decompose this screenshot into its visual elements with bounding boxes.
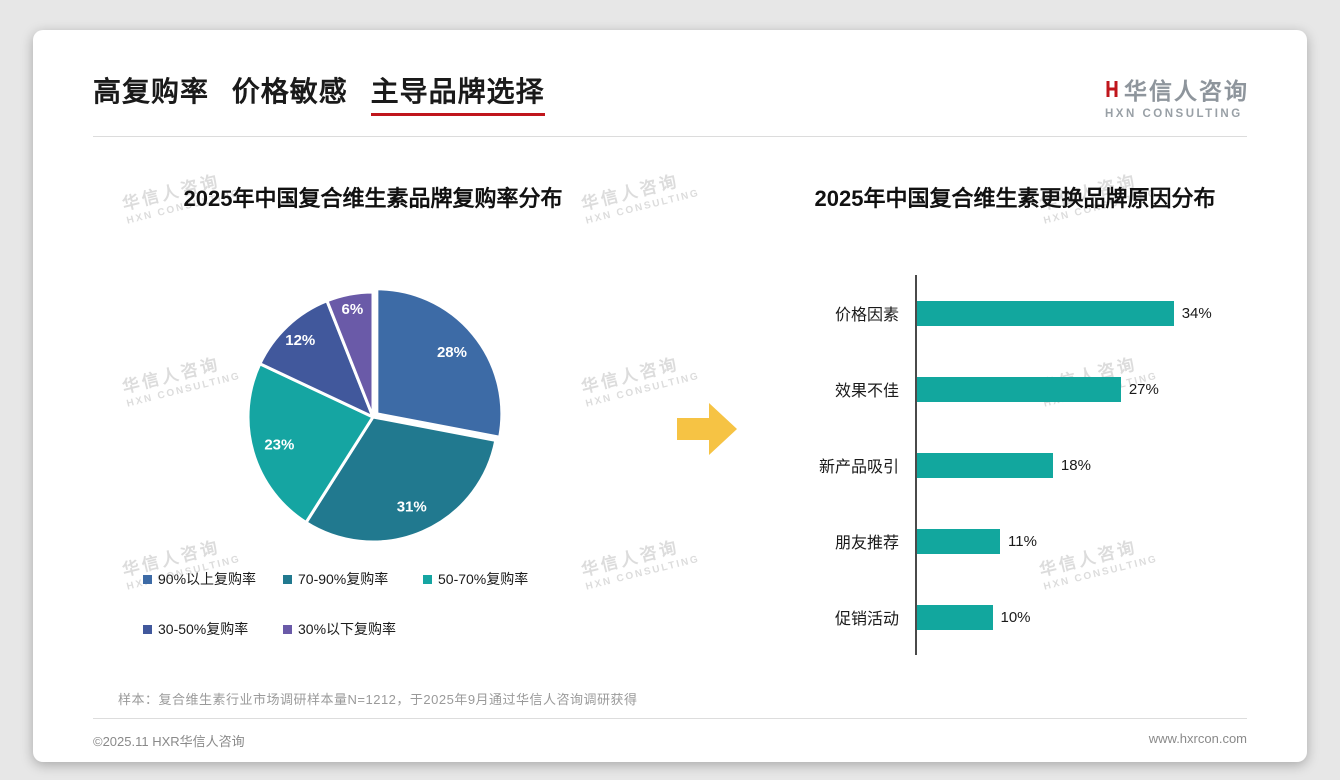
bar-row: 11%: [917, 503, 1219, 579]
pie-slice-value: 31%: [397, 499, 427, 516]
legend-item: 70-90%复购率: [283, 569, 423, 589]
legend-item: 90%以上复购率: [143, 569, 283, 589]
bar-row: 18%: [917, 427, 1219, 503]
pie-slice-4: [325, 290, 375, 419]
bar-value-label: 10%: [1000, 608, 1031, 626]
title-part-2: 价格敏感: [231, 76, 348, 107]
bar-chart-canvas: 价格因素效果不佳新产品吸引朋友推荐促销活动 34% 27% 18% 11% 10%: [763, 275, 1267, 655]
legend-item: 50-70%复购率: [423, 569, 563, 589]
bar-plot-area: 34% 27% 18% 11% 10%: [915, 275, 1219, 655]
bar-0: [917, 300, 1174, 326]
bar-category-labels: 价格因素效果不佳新产品吸引朋友推荐促销活动: [763, 275, 915, 655]
bar-1: [917, 376, 1121, 402]
pie-slice-3: [258, 299, 375, 419]
bar-category-label: 价格因素: [834, 307, 899, 324]
bar-row: 10%: [917, 579, 1219, 655]
bar-category-label: 新产品吸引: [818, 459, 899, 476]
legend-label: 50-70%复购率: [438, 571, 529, 587]
page-title: 高复购率 价格敏感 主导品牌选择: [93, 70, 545, 116]
legend-label: 70-90%复购率: [298, 571, 389, 587]
pie-slice-0: [375, 287, 504, 439]
legend-label: 30-50%复购率: [158, 621, 249, 637]
footer: ©2025.11 HXR华信人咨询 www.hxrcon.com: [93, 718, 1247, 750]
legend-swatch: [143, 624, 152, 634]
legend-swatch: [143, 574, 152, 584]
pie-chart-canvas: 28% 31% 23% 12% 6%: [246, 287, 504, 544]
pie-slice-value: 6%: [342, 301, 364, 318]
legend-swatch: [283, 574, 292, 584]
pie-slice-value: 23%: [264, 436, 294, 453]
bar-3: [917, 528, 1001, 554]
bar-2: [917, 452, 1053, 478]
logo-icon: [1106, 81, 1118, 97]
content: 2025年中国复合维生素品牌复购率分布 28% 31% 23% 12% 6% 90%以上…: [33, 163, 1307, 655]
bar-category-label: 朋友推荐: [834, 535, 899, 552]
bar-value-label: 11%: [1008, 532, 1037, 550]
legend-label: 90%以上复购率: [158, 571, 257, 587]
pie-legend: 90%以上复购率 70-90%复购率 50-70%复购率 30-50%复购率 30%以下…: [143, 569, 573, 639]
brand-switch-bar-chart: 2025年中国复合维生素更换品牌原因分布 价格因素效果不佳新产品吸引朋友推荐促销…: [763, 163, 1267, 655]
pie-slice-value: 28%: [437, 344, 467, 361]
bar-4: [917, 604, 993, 630]
bar-category-label: 效果不佳: [834, 383, 899, 400]
legend-swatch: [283, 624, 292, 634]
bar-value-label: 18%: [1060, 456, 1091, 474]
title-part-3: 主导品牌选择: [370, 76, 545, 116]
legend-item: 30-50%复购率: [143, 619, 283, 639]
logo-subtitle: HXN CONSULTING: [1105, 108, 1243, 120]
repurchase-pie-chart: 2025年中国复合维生素品牌复购率分布 28% 31% 23% 12% 6% 90%以上…: [93, 163, 653, 655]
bar-value-label: 27%: [1128, 380, 1159, 398]
slide-card: 华信人咨询 HXN CONSULTING 华信人咨询 HXN CONSULTING 华信…: [33, 30, 1307, 762]
logo-name: 华信人咨询: [1124, 78, 1249, 104]
bar-row: 34%: [917, 275, 1219, 351]
bar-value-label: 34%: [1181, 304, 1212, 322]
legend-label: 30%以下复购率: [298, 621, 397, 637]
sample-note: 样本：复合维生素行业市场调研样本量N=1212，于2025年9月通过华信人咨询调…: [118, 692, 638, 707]
header: 高复购率 价格敏感 主导品牌选择 华信人咨询 HXN CONSULTING: [33, 30, 1307, 120]
header-divider: [93, 136, 1247, 137]
arrow-right-icon: [653, 163, 763, 655]
bar-category-label: 促销活动: [834, 611, 899, 628]
title-part-1: 高复购率: [93, 76, 210, 107]
bar-chart-title: 2025年中国复合维生素更换品牌原因分布: [814, 186, 1216, 211]
bar-row: 27%: [917, 351, 1219, 427]
pie-chart-title: 2025年中国复合维生素品牌复购率分布: [183, 186, 563, 211]
company-logo: 华信人咨询 HXN CONSULTING: [1105, 72, 1249, 120]
legend-swatch: [423, 574, 432, 584]
legend-item: 30%以下复购率: [283, 619, 423, 639]
pie-slice-value: 12%: [285, 332, 315, 349]
copyright-text: ©2025.11 HXR华信人咨询: [93, 734, 245, 749]
website-url: www.hxrcon.com: [1148, 731, 1247, 746]
